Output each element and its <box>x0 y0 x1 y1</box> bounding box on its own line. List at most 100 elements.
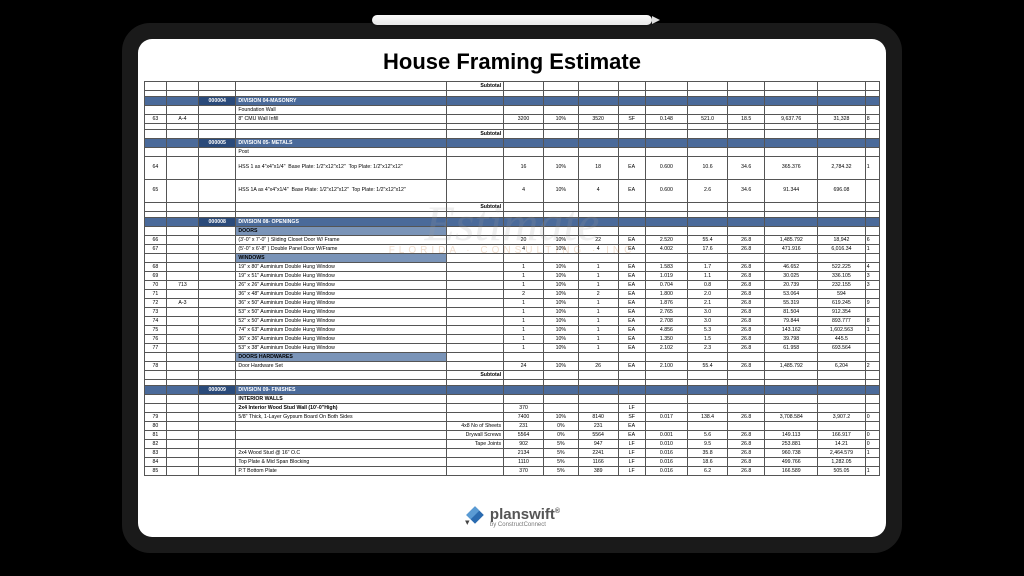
cell-r3: 26.8 <box>728 299 765 308</box>
cell-u <box>618 371 645 380</box>
cell-u: LF <box>618 440 645 449</box>
cell-sub <box>447 245 504 254</box>
cell-u: EA <box>618 180 645 203</box>
cell-r6 <box>865 218 879 227</box>
cell-r6: 3 <box>865 281 879 290</box>
cell-ref <box>166 413 198 422</box>
cell-code <box>199 458 236 467</box>
cell-code <box>199 115 236 124</box>
table-row: 78Door Hardware Set2410%26EA2.10055.426.… <box>145 362 880 371</box>
cell-r5 <box>818 82 866 91</box>
cell-r1 <box>645 386 687 395</box>
cell-ref <box>166 139 198 148</box>
cell-r5: 893.777 <box>818 317 866 326</box>
cell-ref <box>166 440 198 449</box>
cell-r6 <box>865 82 879 91</box>
cell-q2: 1 <box>578 326 618 335</box>
cell-r3 <box>728 395 765 404</box>
cell-sub <box>447 344 504 353</box>
cell-p: 10% <box>543 236 578 245</box>
cell-q <box>504 148 544 157</box>
cell-num: 70 <box>145 281 167 290</box>
cell-q2 <box>578 353 618 362</box>
cell-code <box>199 254 236 263</box>
cell-r4: 253.881 <box>765 440 818 449</box>
cell-r2 <box>688 139 728 148</box>
cell-desc: 5/8" Thick, 1-Layer Gypsum Board On Both… <box>236 413 447 422</box>
cell-q2: 26 <box>578 362 618 371</box>
cell-r6 <box>865 386 879 395</box>
cell-desc: P.T Bottom Plate <box>236 467 447 476</box>
cell-sub <box>447 449 504 458</box>
cell-r1: 0.704 <box>645 281 687 290</box>
cell-desc <box>236 371 447 380</box>
cell-sub <box>447 467 504 476</box>
cell-code <box>199 236 236 245</box>
cell-q2: 1 <box>578 308 618 317</box>
cell-desc: DIVISION 08- OPENINGS <box>236 218 447 227</box>
cell-q: 1 <box>504 281 544 290</box>
cell-desc: (3'-0" x 7'-0" ) Sliding Closet Door W/ … <box>236 236 447 245</box>
cell-ref <box>166 290 198 299</box>
cell-r5: 445.5 <box>818 335 866 344</box>
cell-r1 <box>645 97 687 106</box>
cell-code: 000005 <box>199 139 236 148</box>
cell-num: 66 <box>145 236 167 245</box>
cell-r6: 3 <box>865 272 879 281</box>
table-row: Subtotal <box>145 130 880 139</box>
cell-num: 78 <box>145 362 167 371</box>
table-row: 65HSS 1A as 4"x4"x1/4" Base Plate: 1/2"x… <box>145 180 880 203</box>
cell-r5: 31,328 <box>818 115 866 124</box>
cell-q <box>504 106 544 115</box>
cell-r4: 61.958 <box>765 344 818 353</box>
cell-u: EA <box>618 290 645 299</box>
cell-u: EA <box>618 326 645 335</box>
cell-r4: 81.504 <box>765 308 818 317</box>
cell-sub <box>447 236 504 245</box>
cell-r6: 0 <box>865 431 879 440</box>
cell-u <box>618 353 645 362</box>
cell-code <box>199 317 236 326</box>
table-row: 7636" x 36" Auminium Double Hung Window1… <box>145 335 880 344</box>
cell-r5 <box>818 97 866 106</box>
cell-r5 <box>818 130 866 139</box>
cell-r1: 0.017 <box>645 413 687 422</box>
cell-r3: 18.5 <box>728 115 765 124</box>
cell-num: 69 <box>145 272 167 281</box>
cell-q: 1 <box>504 326 544 335</box>
cell-r3: 26.8 <box>728 272 765 281</box>
cell-r2: 1.5 <box>688 335 728 344</box>
cell-q <box>504 82 544 91</box>
cell-q2: 2241 <box>578 449 618 458</box>
cell-r3: 26.8 <box>728 245 765 254</box>
cell-desc <box>236 431 447 440</box>
cell-u <box>618 203 645 212</box>
cell-u: EA <box>618 281 645 290</box>
cell-ref <box>166 371 198 380</box>
cell-ref <box>166 467 198 476</box>
cell-r6: 9 <box>865 299 879 308</box>
cell-sub <box>447 413 504 422</box>
cell-u <box>618 130 645 139</box>
cell-code <box>199 157 236 180</box>
cell-r2 <box>688 353 728 362</box>
table-row: 7136" x 48" Auminium Double Hung Window2… <box>145 290 880 299</box>
cell-desc: DOORS HARDWARES <box>236 353 447 362</box>
table-row: 84Top Plate & Mid Span Blocking11105%116… <box>145 458 880 467</box>
cell-r2 <box>688 254 728 263</box>
cell-r5: 619.245 <box>818 299 866 308</box>
cell-r1 <box>645 395 687 404</box>
cell-sub <box>447 157 504 180</box>
cell-p: 10% <box>543 281 578 290</box>
cell-desc <box>236 422 447 431</box>
cell-r3 <box>728 97 765 106</box>
cell-r4 <box>765 139 818 148</box>
cell-ref <box>166 362 198 371</box>
cell-sub <box>447 115 504 124</box>
cell-r6: 1 <box>865 326 879 335</box>
cell-desc: 53" x 38" Auminium Double Hung Window <box>236 344 447 353</box>
cell-q: 370 <box>504 404 544 413</box>
cell-r5 <box>818 218 866 227</box>
cell-r5: 14.21 <box>818 440 866 449</box>
cell-r3: 26.8 <box>728 281 765 290</box>
